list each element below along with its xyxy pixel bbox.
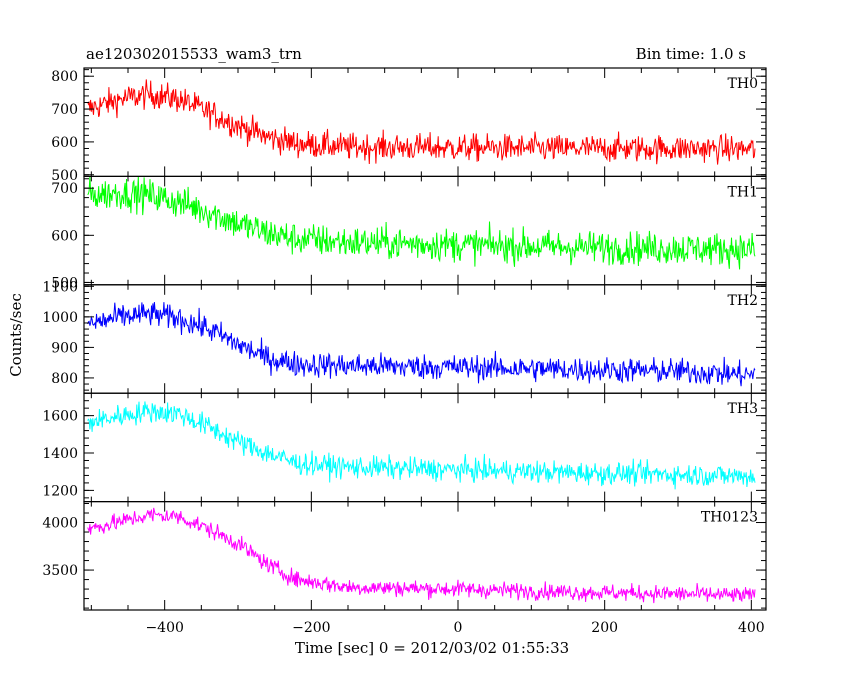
- y-tick-label: 1100: [42, 279, 78, 295]
- y-tick-label: 1200: [42, 483, 78, 499]
- panel-label-th2: TH2: [728, 293, 758, 309]
- chart-title: ae120302015533_wam3_trn: [86, 45, 302, 63]
- series-line-th3: [87, 401, 756, 490]
- y-tick-label: 1000: [42, 310, 78, 326]
- panel-frame-th1: [83, 175, 767, 286]
- y-axis-label: Counts/sec: [7, 293, 25, 377]
- y-tick-label: 4000: [42, 516, 78, 532]
- y-tick-label: 900: [51, 340, 78, 356]
- y-tick-label: 3500: [42, 563, 78, 579]
- panel-frame-th0123: [83, 501, 767, 611]
- panel-label-th0123: TH0123: [701, 510, 758, 526]
- series-line-th0: [87, 79, 756, 165]
- panel-label-th3: TH3: [728, 401, 758, 417]
- series-line-th2: [87, 302, 756, 387]
- y-tick-label: 1400: [42, 446, 78, 462]
- x-tick-label: −200: [292, 620, 330, 636]
- x-axis-label: Time [sec] 0 = 2012/03/02 01:55:33: [294, 639, 570, 657]
- y-tick-label: 600: [51, 135, 78, 151]
- y-tick-label: 1600: [42, 409, 78, 425]
- y-tick-label: 500: [51, 168, 78, 184]
- y-tick-label: 700: [51, 181, 78, 197]
- y-tick-label: 600: [51, 228, 78, 244]
- series-line-th0123: [87, 507, 756, 604]
- x-tick-label: 400: [738, 620, 765, 636]
- x-tick-label: 0: [454, 620, 463, 636]
- bin-time-label: Bin time: 1.0 s: [635, 45, 746, 63]
- x-tick-label: 200: [591, 620, 618, 636]
- series-line-th1: [87, 176, 756, 270]
- y-tick-label: 800: [51, 69, 78, 85]
- y-tick-label: 500: [51, 275, 78, 291]
- panel-label-th0: TH0: [728, 76, 758, 92]
- x-tick-label: −400: [145, 620, 183, 636]
- panel-frame-th2: [83, 284, 767, 394]
- y-tick-label: 700: [51, 102, 78, 118]
- y-tick-label: 800: [51, 371, 78, 387]
- panel-label-th1: TH1: [728, 184, 758, 200]
- panel-frame-th0: [83, 67, 767, 178]
